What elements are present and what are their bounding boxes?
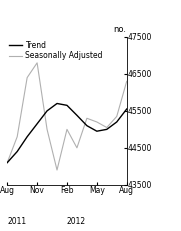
Legend: Trend, Seasonally Adjusted: Trend, Seasonally Adjusted xyxy=(9,41,103,60)
Text: no.: no. xyxy=(114,25,127,34)
Text: 2012: 2012 xyxy=(67,217,86,226)
Text: 2011: 2011 xyxy=(7,217,26,226)
